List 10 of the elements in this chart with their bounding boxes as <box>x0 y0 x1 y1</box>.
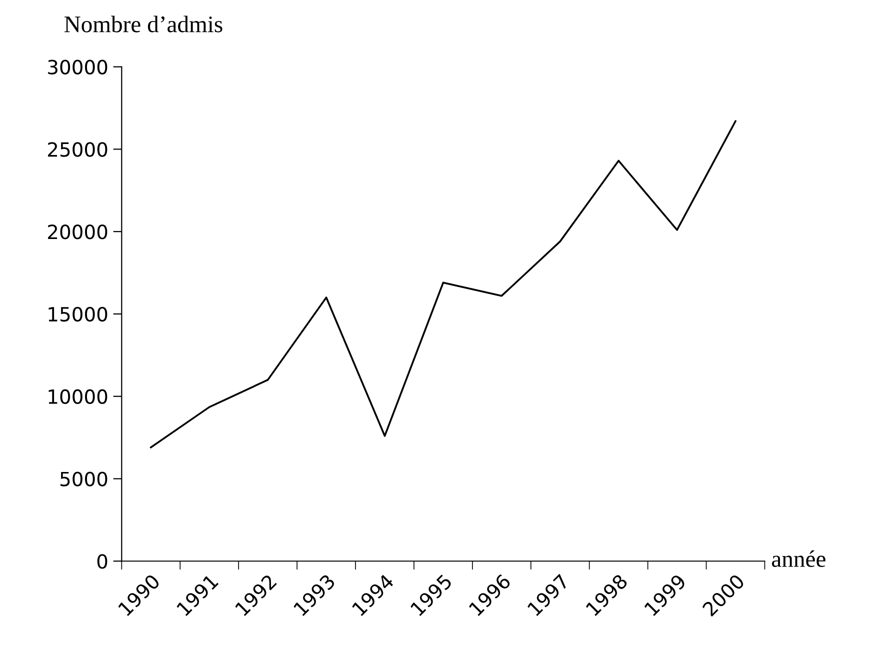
y-tick-label: 30000 <box>48 60 108 74</box>
y-axis-title: Nombre d’admis <box>64 16 222 32</box>
x-axis-title: année <box>772 550 826 568</box>
y-tick-label: 0 <box>97 554 108 569</box>
y-tick-label: 5000 <box>60 472 108 486</box>
y-tick-label: 25000 <box>48 142 108 157</box>
y-tick-label: 15000 <box>48 306 108 322</box>
y-tick-label: 10000 <box>48 389 108 404</box>
line-series <box>150 120 736 448</box>
y-tick-label: 20000 <box>48 224 108 240</box>
